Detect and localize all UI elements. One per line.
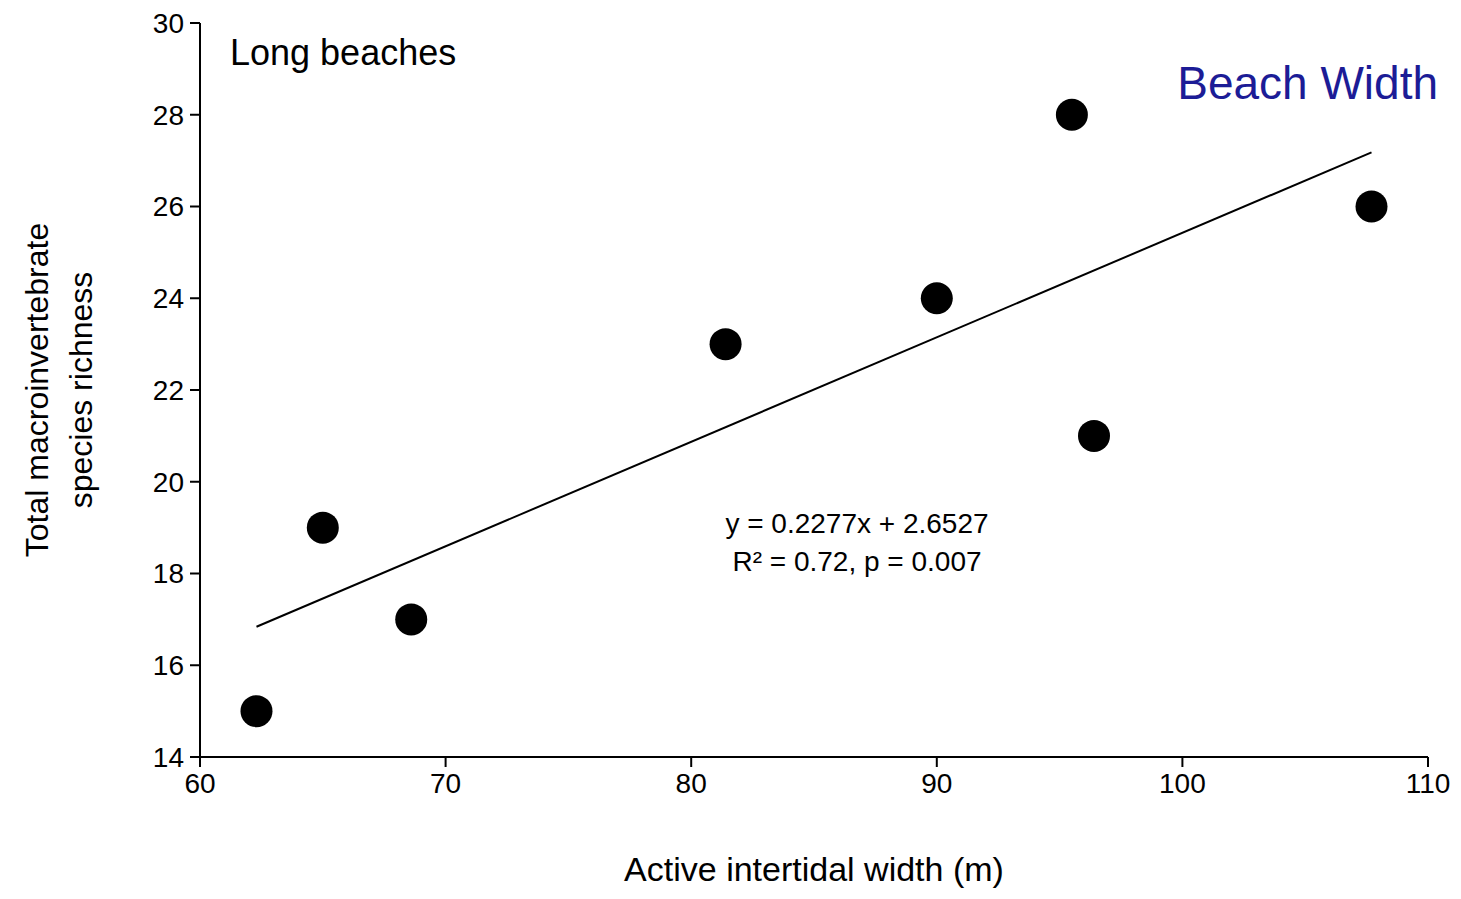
svg-text:R² = 0.72, p = 0.007: R² = 0.72, p = 0.007	[732, 546, 981, 577]
svg-text:Active intertidal width (m): Active intertidal width (m)	[624, 850, 1004, 888]
svg-text:18: 18	[153, 558, 184, 589]
svg-text:28: 28	[153, 100, 184, 131]
svg-text:30: 30	[153, 8, 184, 39]
svg-text:Long beaches: Long beaches	[230, 32, 456, 73]
svg-text:20: 20	[153, 467, 184, 498]
svg-text:70: 70	[430, 768, 461, 799]
svg-text:110: 110	[1406, 768, 1451, 799]
svg-text:80: 80	[676, 768, 707, 799]
svg-text:60: 60	[184, 768, 215, 799]
svg-text:22: 22	[153, 375, 184, 406]
svg-text:100: 100	[1159, 768, 1206, 799]
svg-text:90: 90	[921, 768, 952, 799]
svg-text:16: 16	[153, 650, 184, 681]
svg-text:26: 26	[153, 191, 184, 222]
svg-text:24: 24	[153, 283, 184, 314]
svg-text:y = 0.2277x + 2.6527: y = 0.2277x + 2.6527	[725, 508, 988, 539]
svg-text:14: 14	[153, 742, 184, 773]
svg-text:Total macroinvertebrate: Total macroinvertebrate	[19, 223, 55, 557]
svg-text:Beach Width: Beach Width	[1177, 57, 1438, 109]
svg-text:species richness: species richness	[63, 272, 99, 509]
